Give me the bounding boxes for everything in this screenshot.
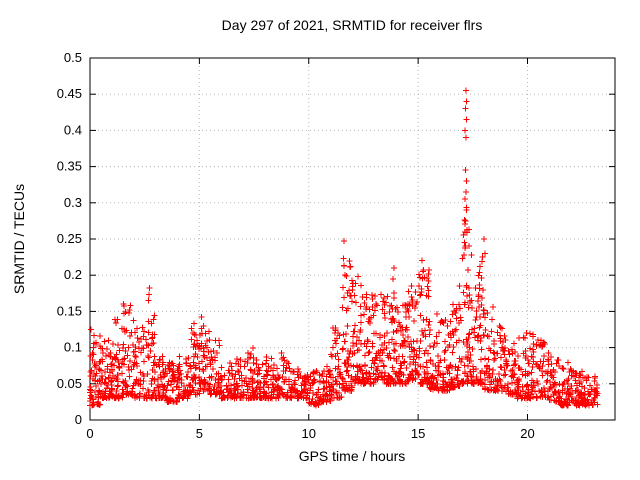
- x-tick-label: 20: [520, 426, 534, 441]
- y-axis-tick-labels: 0 0.05 0.1 0.15 0.2 0.25 0.3 0.35 0.4 0.45 0.5: [57, 50, 82, 427]
- y-tick-label: 0.2: [64, 267, 82, 282]
- axis-tick-marks: [89, 57, 615, 421]
- y-tick-label: 0.45: [57, 86, 82, 101]
- y-axis-label: SRMTID / TECUs: [11, 184, 27, 294]
- x-tick-label: 15: [411, 426, 425, 441]
- y-tick-label: 0.35: [57, 159, 82, 174]
- scatter-data-points: [87, 87, 601, 409]
- y-tick-label: 0.4: [64, 122, 82, 137]
- y-tick-label: 0.15: [57, 303, 82, 318]
- x-axis-tick-labels: 0 5 10 15 20: [86, 426, 534, 441]
- x-tick-label: 5: [196, 426, 203, 441]
- y-tick-label: 0.5: [64, 50, 82, 65]
- y-tick-label: 0.3: [64, 195, 82, 210]
- y-tick-label: 0.1: [64, 340, 82, 355]
- grid-lines: [90, 58, 615, 420]
- x-tick-label: 0: [86, 426, 93, 441]
- x-axis-label: GPS time / hours: [299, 448, 406, 464]
- y-tick-label: 0.05: [57, 376, 82, 391]
- y-tick-label: 0: [75, 412, 82, 427]
- y-tick-label: 0.25: [57, 231, 82, 246]
- x-tick-label: 10: [302, 426, 316, 441]
- chart-title: Day 297 of 2021, SRMTID for receiver flr…: [222, 17, 483, 33]
